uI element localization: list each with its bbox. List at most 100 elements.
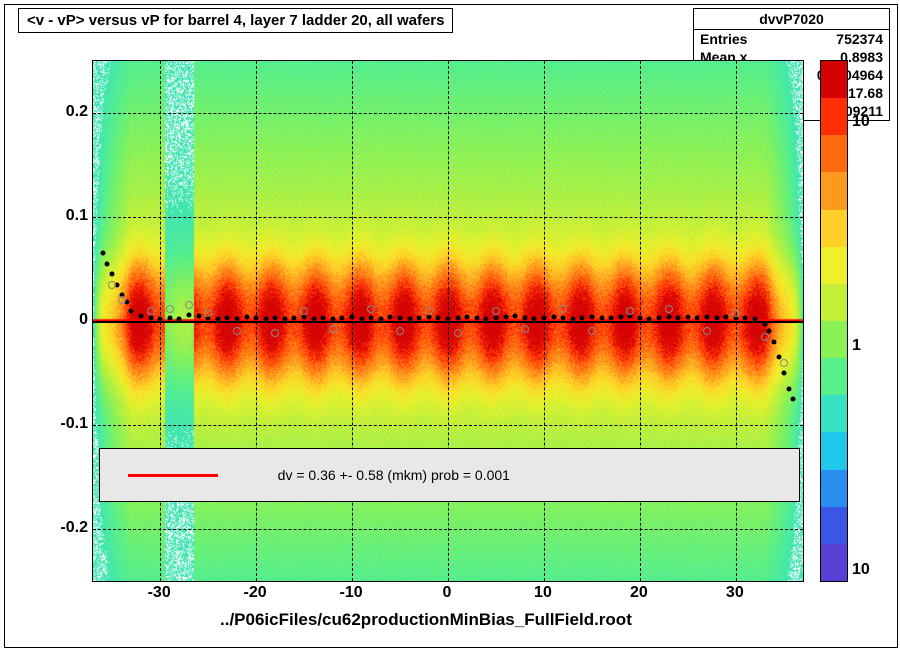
grid-h (93, 529, 803, 530)
profile-point (244, 314, 249, 319)
open-point (761, 333, 769, 341)
x-tick-label: 10 (534, 584, 552, 602)
profile-point (215, 316, 220, 321)
profile-point (618, 314, 623, 319)
profile-point (177, 316, 182, 321)
open-point (367, 305, 375, 313)
grid-h (93, 425, 803, 426)
open-point (559, 305, 567, 313)
profile-point (772, 339, 777, 344)
profile-point (474, 315, 479, 320)
profile-point (666, 314, 671, 319)
x-tick-label: 30 (726, 584, 744, 602)
x-tick-label: -20 (244, 584, 267, 602)
profile-point (455, 315, 460, 320)
profile-point (417, 315, 422, 320)
open-point (166, 305, 174, 313)
profile-point (446, 316, 451, 321)
profile-point (426, 314, 431, 319)
profile-point (263, 316, 268, 321)
y-tick-label: 0.2 (66, 103, 88, 121)
profile-point (705, 314, 710, 319)
profile-point (148, 315, 153, 320)
profile-point (129, 308, 134, 313)
open-point (185, 301, 193, 309)
profile-point (493, 315, 498, 320)
stat-row: Entries752374 (694, 30, 889, 48)
x-tick-label: 20 (630, 584, 648, 602)
profile-point (282, 316, 287, 321)
open-point (521, 325, 529, 333)
profile-point (753, 316, 758, 321)
profile-point (196, 313, 201, 318)
stats-name: dvvP7020 (694, 9, 889, 30)
profile-point (522, 315, 527, 320)
plot-area: dv = 0.36 +- 0.58 (mkm) prob = 0.001 (92, 60, 804, 582)
grid-h (93, 217, 803, 218)
profile-point (647, 316, 652, 321)
open-point (396, 327, 404, 335)
open-point (703, 327, 711, 335)
legend-line-sample (128, 474, 218, 477)
open-point (147, 307, 155, 315)
open-point (425, 307, 433, 315)
profile-point (138, 313, 143, 318)
palette-tick-label: 10 (852, 113, 870, 131)
profile-point (609, 315, 614, 320)
profile-point (570, 316, 575, 321)
profile-point (398, 315, 403, 320)
chart-title: <v - vP> versus vP for barrel 4, layer 7… (18, 8, 453, 33)
open-point (454, 329, 462, 337)
profile-point (743, 315, 748, 320)
color-palette (820, 60, 848, 582)
profile-point (369, 315, 374, 320)
profile-point (781, 371, 786, 376)
open-point (780, 359, 788, 367)
profile-point (532, 316, 537, 321)
open-point (732, 309, 740, 317)
profile-point (292, 315, 297, 320)
profile-point (714, 315, 719, 320)
profile-point (105, 261, 110, 266)
profile-point (503, 314, 508, 319)
profile-point (254, 315, 259, 320)
profile-point (551, 314, 556, 319)
x-tick-label: -30 (148, 584, 171, 602)
profile-point (388, 314, 393, 319)
profile-point (599, 315, 604, 320)
open-point (588, 327, 596, 335)
fit-legend: dv = 0.36 +- 0.58 (mkm) prob = 0.001 (99, 448, 800, 502)
profile-point (158, 316, 163, 321)
profile-point (359, 316, 364, 321)
open-point (233, 327, 241, 335)
open-point (300, 307, 308, 315)
profile-point (110, 272, 115, 277)
profile-point (685, 314, 690, 319)
open-point (108, 281, 116, 289)
open-point (626, 307, 634, 315)
profile-point (321, 315, 326, 320)
profile-point (561, 315, 566, 320)
profile-point (273, 315, 278, 320)
profile-point (580, 315, 585, 320)
open-point (665, 305, 673, 313)
profile-point (302, 314, 307, 319)
y-tick-label: 0.1 (66, 207, 88, 225)
profile-point (484, 316, 489, 321)
profile-point (186, 312, 191, 317)
y-tick-label: 0 (79, 311, 88, 329)
profile-point (695, 315, 700, 320)
profile-point (724, 314, 729, 319)
profile-point (791, 397, 796, 402)
profile-point (436, 315, 441, 320)
profile-point (167, 315, 172, 320)
profile-point (786, 386, 791, 391)
profile-point (541, 315, 546, 320)
legend-text: dv = 0.36 +- 0.58 (mkm) prob = 0.001 (278, 467, 510, 483)
profile-point (378, 316, 383, 321)
profile-point (340, 315, 345, 320)
profile-point (465, 314, 470, 319)
profile-point (234, 316, 239, 321)
profile-point (311, 316, 316, 321)
profile-point (589, 314, 594, 319)
